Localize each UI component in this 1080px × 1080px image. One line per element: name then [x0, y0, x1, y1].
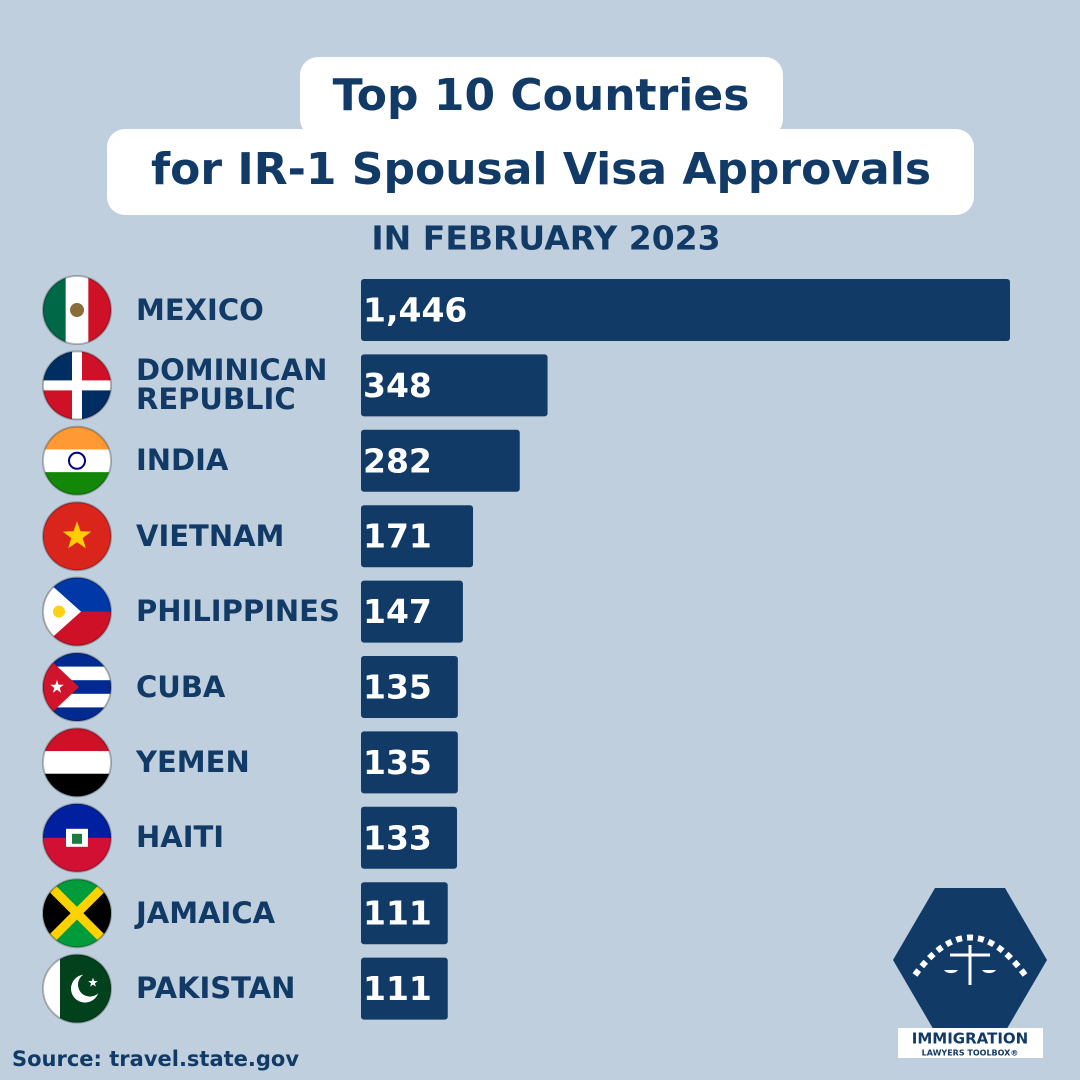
flag-part	[43, 751, 111, 775]
bar	[361, 957, 448, 1020]
bar	[361, 354, 548, 417]
flag-rim	[42, 727, 112, 798]
flag-part	[88, 977, 98, 987]
flag	[43, 879, 111, 948]
value-label: 135	[363, 668, 432, 707]
flag	[43, 426, 111, 495]
category-label: JAMAICA	[136, 895, 276, 930]
value-label: 133	[363, 818, 432, 857]
category-label: INDIA	[136, 443, 229, 478]
logo-banner	[898, 1028, 1043, 1058]
title-box	[300, 57, 783, 137]
value-label: 1,446	[363, 291, 467, 330]
flag	[43, 728, 111, 797]
category-label: VIETNAM	[136, 518, 285, 553]
flag-rim	[42, 576, 112, 647]
bar	[361, 882, 448, 945]
flag-part	[60, 954, 78, 1023]
value-label: 282	[363, 441, 432, 480]
bar	[361, 279, 1010, 341]
category-label: HAITI	[136, 820, 225, 855]
value-label: 135	[363, 743, 432, 782]
value-label: 147	[363, 592, 432, 631]
logo-scale	[944, 970, 996, 974]
flag-part	[43, 449, 111, 473]
flag-part	[70, 303, 84, 317]
flag-part	[43, 653, 79, 721]
flag-part	[53, 605, 65, 618]
category-label: DOMINICAN REPUBLIC	[136, 353, 328, 417]
flag-part	[68, 451, 86, 470]
flag	[43, 276, 111, 344]
bar	[361, 656, 458, 718]
flag-part	[50, 680, 64, 693]
chart-subtitle: IN FEBRUARY 2023	[371, 219, 720, 258]
flag-part	[43, 380, 111, 391]
flag-rim	[42, 878, 112, 949]
title-box	[107, 129, 974, 215]
category-label: MEXICO	[136, 292, 264, 327]
logo: IMMIGRATION LAWYERS TOOLBOX®	[893, 888, 1047, 1058]
flag-rim	[42, 350, 112, 421]
chart-title: Top 10 Countries	[333, 70, 750, 121]
flag-rim	[42, 953, 112, 1024]
logo-text: LAWYERS TOOLBOX®	[922, 1049, 1019, 1058]
source: Source: travel.state.gov	[12, 1047, 299, 1071]
flag-rim	[42, 501, 112, 572]
bar	[361, 580, 463, 643]
value-label: 111	[363, 894, 432, 933]
value-label: 171	[363, 517, 432, 556]
flag-part	[43, 426, 111, 450]
flag-part	[88, 276, 111, 344]
category-label: YEMEN	[136, 744, 250, 779]
category-label: PHILIPPINES	[136, 594, 340, 629]
flag-rim	[42, 802, 112, 873]
bar	[361, 806, 458, 869]
flag-rim	[42, 275, 112, 345]
category-label: PAKISTAN	[136, 971, 296, 1006]
flag-part	[43, 728, 111, 752]
flag-part	[72, 833, 82, 844]
flag	[43, 502, 111, 571]
flag-part	[43, 276, 67, 344]
logo-people	[912, 934, 1028, 977]
flag-part	[78, 972, 102, 997]
bar	[361, 731, 458, 794]
bar	[361, 429, 520, 492]
category-label: CUBA	[136, 669, 226, 704]
flag-part	[62, 521, 92, 549]
flag-rim	[42, 652, 112, 722]
flag-part	[43, 472, 111, 495]
value-label: 111	[363, 969, 432, 1008]
flag-part	[43, 879, 77, 948]
flag-part	[43, 879, 111, 948]
flag-rim	[42, 425, 112, 496]
flag-part	[77, 879, 111, 948]
chart-title: for IR-1 Spousal Visa Approvals	[151, 144, 931, 195]
flag-part	[43, 773, 111, 797]
bar	[361, 505, 474, 568]
logo-text: IMMIGRATION	[912, 1030, 1028, 1048]
value-label: 348	[363, 366, 432, 405]
